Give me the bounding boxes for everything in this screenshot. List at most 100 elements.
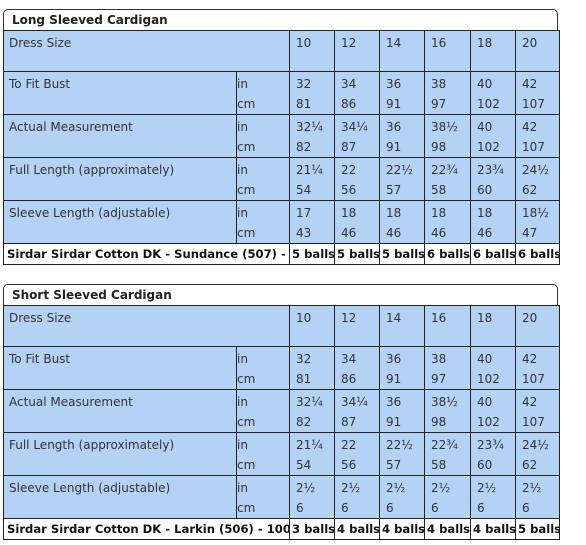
measurement-row: Full Length (approximately) in cm 21¼ 54 2…	[3, 157, 560, 201]
ball-count: 6 balls	[470, 243, 516, 265]
size-value: 20	[522, 311, 538, 325]
value-in: 34¼	[341, 395, 368, 409]
unit-in: in	[237, 120, 248, 134]
row-label: Full Length (approximately)	[9, 438, 175, 452]
row-label: Sleeve Length (adjustable)	[9, 206, 171, 220]
value-in: 42	[522, 395, 538, 409]
size-value: 10	[296, 36, 312, 50]
ball-count: 6 balls	[424, 243, 471, 265]
value-cm: 46	[431, 226, 447, 240]
row-label: Actual Measurement	[9, 395, 133, 409]
ball-count: 4 balls	[334, 518, 380, 540]
value-cm: 60	[477, 458, 493, 472]
value-cm: 98	[431, 415, 447, 429]
ball-count: 4 balls	[379, 518, 425, 540]
yarn-row: Sirdar Sirdar Cotton DK - Sundance (507)…	[3, 243, 560, 265]
value-cm: 97	[431, 97, 447, 111]
measurement-row: Actual Measurement in cm 32¼ 82 34¼ 87 36 91…	[3, 389, 560, 433]
unit-in: in	[237, 163, 248, 177]
ball-count: 3 balls	[289, 518, 335, 540]
value-in: 2½	[341, 481, 361, 495]
value-in: 34¼	[341, 120, 368, 134]
value-cm: 46	[341, 226, 357, 240]
value-cm: 86	[341, 372, 357, 386]
value-in: 2½	[477, 481, 497, 495]
value-in: 32	[296, 352, 312, 366]
value-cm: 102	[477, 372, 500, 386]
value-cm: 47	[522, 226, 538, 240]
yarn-label: Sirdar Sirdar Cotton DK - Larkin (506) -…	[3, 518, 290, 540]
size-chart: Dress Size 10 12 14 16 18 20 To Fit Bust…	[3, 30, 560, 265]
dress-size-row: Dress Size 10 12 14 16 18 20	[3, 305, 560, 347]
unit-cm: cm	[237, 458, 256, 472]
short-sleeved-size-table: Short Sleeved Cardigan Dress Size 10 12 …	[3, 284, 560, 540]
ball-count: 4 balls	[470, 518, 516, 540]
row-label: Full Length (approximately)	[9, 163, 175, 177]
yarn-label: Sirdar Sirdar Cotton DK - Sundance (507)…	[3, 243, 290, 265]
row-label: To Fit Bust	[9, 77, 71, 91]
value-in: 22	[341, 438, 357, 452]
value-cm: 102	[477, 97, 500, 111]
value-cm: 54	[296, 183, 312, 197]
value-cm: 6	[296, 501, 304, 515]
value-in: 40	[477, 395, 493, 409]
long-sleeved-size-table: Long Sleeved Cardigan Dress Size 10 12 1…	[3, 9, 560, 265]
row-label: Actual Measurement	[9, 120, 133, 134]
value-cm: 91	[386, 97, 402, 111]
value-cm: 102	[477, 415, 500, 429]
size-value: 16	[431, 36, 447, 50]
value-cm: 56	[341, 458, 357, 472]
value-cm: 86	[341, 97, 357, 111]
value-in: 34	[341, 77, 357, 91]
value-in: 36	[386, 352, 402, 366]
value-in: 22¾	[431, 163, 458, 177]
value-in: 38½	[431, 395, 458, 409]
table-title: Long Sleeved Cardigan	[3, 9, 558, 30]
yarn-row: Sirdar Sirdar Cotton DK - Larkin (506) -…	[3, 518, 560, 540]
size-value: 20	[522, 36, 538, 50]
value-cm: 6	[386, 501, 394, 515]
value-in: 23¾	[477, 163, 504, 177]
value-cm: 62	[522, 458, 538, 472]
value-in: 32¼	[296, 395, 323, 409]
size-value: 16	[431, 311, 447, 325]
value-in: 36	[386, 120, 402, 134]
measurement-row: Sleeve Length (adjustable) in cm 17 43 18 4…	[3, 200, 560, 244]
value-in: 38	[431, 352, 447, 366]
value-in: 18	[386, 206, 402, 220]
value-in: 34	[341, 352, 357, 366]
value-in: 18	[341, 206, 357, 220]
value-cm: 102	[477, 140, 500, 154]
value-cm: 87	[341, 415, 357, 429]
value-in: 24½	[522, 438, 549, 452]
value-cm: 107	[522, 415, 545, 429]
row-label: To Fit Bust	[9, 352, 71, 366]
size-value: 14	[386, 311, 402, 325]
ball-count: 5 balls	[379, 243, 425, 265]
value-cm: 107	[522, 97, 545, 111]
value-cm: 107	[522, 140, 545, 154]
value-in: 36	[386, 395, 402, 409]
ball-count: 4 balls	[424, 518, 471, 540]
value-in: 23¾	[477, 438, 504, 452]
value-cm: 82	[296, 140, 312, 154]
value-in: 18½	[522, 206, 549, 220]
measurement-row: To Fit Bust in cm 32 81 34 86 36 91 38 97 40 1…	[3, 71, 560, 115]
value-cm: 56	[341, 183, 357, 197]
value-in: 18	[477, 206, 493, 220]
value-cm: 82	[296, 415, 312, 429]
value-cm: 97	[431, 372, 447, 386]
value-in: 22½	[386, 438, 413, 452]
value-in: 22¾	[431, 438, 458, 452]
row-label: Sleeve Length (adjustable)	[9, 481, 171, 495]
value-cm: 58	[431, 183, 447, 197]
measurement-row: To Fit Bust in cm 32 81 34 86 36 91 38 97 40 1…	[3, 346, 560, 390]
value-in: 40	[477, 120, 493, 134]
value-cm: 54	[296, 458, 312, 472]
value-in: 42	[522, 77, 538, 91]
value-in: 40	[477, 77, 493, 91]
size-value: 18	[477, 311, 493, 325]
unit-cm: cm	[237, 183, 256, 197]
value-in: 21¼	[296, 163, 323, 177]
value-cm: 6	[477, 501, 485, 515]
